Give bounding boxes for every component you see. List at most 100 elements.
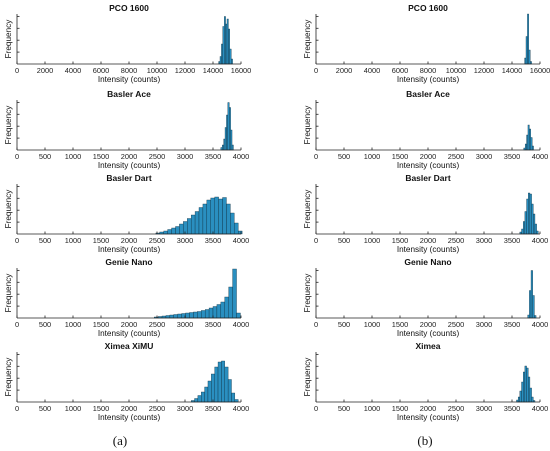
- histogram-bar: [534, 223, 537, 235]
- histogram-bar: [531, 396, 534, 403]
- x-tick-label: 0: [15, 152, 19, 161]
- x-tick-label: 3000: [476, 152, 492, 161]
- histogram-bar: [528, 376, 531, 403]
- histogram-bar: [216, 304, 222, 319]
- x-tick-label: 14000: [502, 66, 523, 75]
- histogram-bar: [231, 392, 236, 403]
- x-tick-label: 500: [39, 320, 51, 329]
- histogram-bar: [204, 309, 210, 319]
- histogram-bar: [536, 230, 539, 235]
- x-tick-label: 1000: [65, 152, 81, 161]
- histogram-bar: [224, 296, 229, 319]
- x-tick-label: 500: [39, 152, 51, 161]
- histogram-bar: [185, 312, 190, 319]
- histogram-bar: [194, 211, 200, 235]
- histogram-bar: [218, 198, 223, 235]
- histogram-bar: [524, 57, 527, 65]
- histogram-bar: [230, 129, 233, 151]
- x-tick-label: 0: [314, 320, 318, 329]
- x-axis-label: Intensity (counts): [98, 75, 161, 84]
- histogram-bar: [208, 307, 214, 319]
- panel-title: Basler Ace: [107, 89, 151, 99]
- caption-b: (b): [417, 433, 432, 448]
- x-tick-label: 2500: [448, 404, 464, 413]
- x-tick-label: 0: [15, 236, 19, 245]
- histogram-bar: [221, 360, 225, 403]
- histogram-bar: [211, 373, 215, 403]
- x-tick-label: 3500: [205, 152, 221, 161]
- x-tick-label: 2000: [420, 320, 436, 329]
- histogram-bar: [204, 386, 209, 403]
- panel-title: Genie Nano: [105, 257, 152, 267]
- x-tick-label: 2500: [149, 236, 165, 245]
- y-axis-label: Frequency: [4, 273, 13, 313]
- x-tick-label: 3000: [177, 152, 193, 161]
- histogram-bar: [217, 361, 222, 403]
- x-tick-label: 2000: [121, 404, 137, 413]
- x-tick-label: 2500: [448, 320, 464, 329]
- panel-title: Ximea XiMU: [105, 341, 154, 351]
- histogram-bar: [187, 218, 192, 235]
- panel-title: Basler Ace: [406, 89, 450, 99]
- x-tick-label: 0: [314, 404, 318, 413]
- histogram-bar: [197, 311, 202, 319]
- x-tick-label: 4000: [532, 320, 548, 329]
- x-tick-label: 4000: [532, 152, 548, 161]
- y-axis-label: Frequency: [303, 189, 312, 229]
- x-tick-label: 1000: [364, 404, 380, 413]
- histogram-bar: [226, 114, 229, 151]
- histogram-bar: [223, 138, 226, 151]
- histogram-panel: Basler Ace 0 500 1000 1500 2000 2500 3000 3500 40…: [303, 89, 548, 170]
- x-tick-label: 2000: [336, 66, 352, 75]
- x-tick-label: 1000: [65, 236, 81, 245]
- x-tick-label: 2000: [121, 152, 137, 161]
- histogram-panel: PCO 1600 0 2000 4000 6000 8000 10000 12000 14000…: [4, 3, 251, 84]
- histogram-panel: Basler Ace 0 500 1000 1500 2000 2500 3000 3500 40…: [4, 89, 249, 170]
- histogram-bar: [524, 365, 527, 403]
- histogram-bar: [227, 102, 230, 151]
- x-tick-label: 0: [15, 320, 19, 329]
- histogram-bar: [228, 286, 233, 319]
- x-axis-label: Intensity (counts): [397, 413, 460, 422]
- x-axis-label: Intensity (counts): [98, 413, 161, 422]
- x-axis-label: Intensity (counts): [98, 245, 161, 254]
- histogram-bar: [202, 203, 208, 235]
- x-tick-label: 500: [338, 320, 350, 329]
- x-tick-label: 500: [338, 236, 350, 245]
- histogram-bar: [526, 134, 529, 151]
- x-tick-label: 14000: [203, 66, 224, 75]
- histogram-bar: [224, 16, 226, 65]
- histogram-bar: [227, 379, 232, 403]
- x-tick-label: 4000: [364, 66, 380, 75]
- caption-a: (a): [113, 433, 127, 448]
- x-tick-label: 3000: [476, 236, 492, 245]
- x-tick-label: 2000: [121, 236, 137, 245]
- histogram-bar: [224, 127, 227, 151]
- histogram-bar: [219, 56, 222, 65]
- histogram-bar: [201, 391, 205, 403]
- panels: PCO 16000 2000 4000 6000 8000 10000 12000 14000…: [4, 3, 550, 422]
- x-tick-label: 3000: [177, 236, 193, 245]
- histogram-bar: [193, 311, 198, 319]
- histogram-bar: [222, 26, 225, 65]
- x-tick-label: 4000: [233, 404, 249, 413]
- histogram-bar: [220, 301, 225, 319]
- histogram-bar: [229, 48, 232, 65]
- histogram-bar: [206, 199, 211, 235]
- histogram-bar: [527, 314, 530, 319]
- histogram-bar: [210, 197, 215, 235]
- y-axis-label: Frequency: [303, 357, 312, 397]
- x-tick-label: 16000: [530, 66, 550, 75]
- x-tick-label: 1000: [364, 320, 380, 329]
- x-tick-label: 12000: [474, 66, 495, 75]
- x-tick-label: 1500: [93, 404, 109, 413]
- x-axis-label: Intensity (counts): [397, 75, 460, 84]
- histogram-bar: [531, 203, 534, 235]
- x-tick-label: 3500: [205, 320, 221, 329]
- histogram-bar: [533, 213, 536, 235]
- histogram-bar: [222, 144, 224, 151]
- histogram-bar: [236, 312, 241, 319]
- y-axis-label: Frequency: [4, 189, 13, 229]
- x-tick-label: 3500: [205, 404, 221, 413]
- x-tick-label: 10000: [147, 66, 168, 75]
